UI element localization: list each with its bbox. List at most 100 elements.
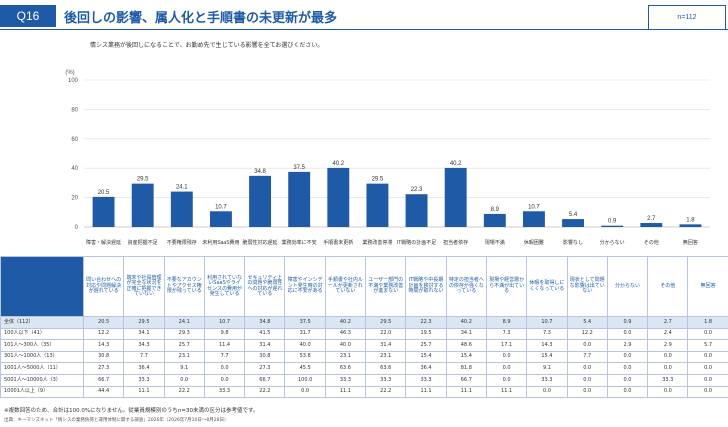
- question-badge: Q16: [0, 5, 56, 27]
- table-cell: 0.9: [606, 316, 649, 329]
- table-cell: 33.3: [647, 373, 689, 387]
- sample-size-box: n=112: [648, 5, 726, 30]
- table-cell: 0.0: [203, 373, 246, 387]
- category-label: 分からない: [600, 239, 625, 246]
- category-label: 手順書未更新: [323, 239, 353, 246]
- table-cell: 0.0: [566, 362, 608, 375]
- table-cell: 0.0: [526, 385, 568, 399]
- table-cell: 31.7: [284, 327, 326, 341]
- table-cell: 40.0: [284, 339, 326, 352]
- column-header: 手順書や社内ルールが更新されていない: [324, 256, 367, 317]
- table-cell: 36.4: [405, 362, 447, 375]
- table-cell: 7.3: [526, 327, 568, 341]
- bar: [327, 167, 350, 227]
- table-cell: 0.0: [647, 362, 689, 375]
- bar: [640, 223, 663, 227]
- data-label: 8.9: [491, 207, 500, 213]
- table-cell: 25.7: [163, 339, 205, 352]
- category-label: 不要権限残存: [167, 239, 197, 246]
- table-cell: 63.6: [365, 362, 407, 375]
- data-label: 40.2: [332, 161, 344, 167]
- row-label: 5001人～10000人（3）: [0, 373, 84, 387]
- table-cell: 33.3: [203, 385, 246, 399]
- data-label: 0.9: [608, 219, 617, 225]
- category-label: 業務改善停滞: [362, 239, 392, 246]
- table-cell: 11.1: [324, 385, 367, 399]
- data-label: 37.5: [293, 165, 305, 171]
- table-cell: 30.8: [244, 350, 286, 364]
- table-cell: 0.0: [606, 350, 649, 364]
- table-cell: 11.1: [123, 385, 165, 399]
- bar: [444, 167, 467, 227]
- bar: [209, 211, 232, 227]
- table-cell: 0.0: [687, 385, 728, 399]
- table-cell: 0.0: [687, 350, 728, 364]
- column-header: 端末や社員管理が完全な状況を正確に把握できていない: [123, 256, 165, 317]
- y-tick-label: 20: [71, 196, 78, 202]
- bar: [679, 224, 702, 227]
- table-cell: 2.9: [606, 339, 649, 352]
- table-cell: 12.2: [82, 327, 125, 341]
- table-cell: 30.8: [82, 350, 125, 364]
- table-cell: 0.0: [485, 362, 528, 375]
- table-header-row: 従業員規模別 問い合わせへの対応や問題解決が遅れている 端末や社員管理が完全な状況を…: [0, 256, 728, 317]
- data-label: 10.7: [528, 204, 540, 210]
- table-cell: 0.0: [606, 327, 649, 341]
- table-cell: 9.1: [526, 362, 568, 375]
- bar: [562, 219, 585, 227]
- data-label: 20.5: [98, 190, 110, 196]
- table-cell: 7.3: [485, 327, 528, 341]
- category-label: 業務効率に不安: [282, 239, 317, 246]
- table-cell: 66.7: [445, 373, 487, 387]
- question-text: 情シス業務が後回しになることで、お勤め先で生じている影響を全てお選びください。: [90, 42, 324, 49]
- table-cell: 7.7: [566, 350, 608, 364]
- data-label: 5.4: [569, 212, 578, 218]
- table-cell: 29.5: [123, 316, 165, 329]
- row-label: 全体（112）: [0, 316, 84, 329]
- table-cell: 0.0: [163, 373, 205, 387]
- table-cell: 31.4: [244, 339, 286, 352]
- table-cell: 12.2: [566, 327, 608, 341]
- table-cell: 25.7: [405, 339, 447, 352]
- table-cell: 7.7: [203, 350, 246, 364]
- column-header: 現場や経営層から不満が出ている: [485, 256, 528, 317]
- category-label: 影響なし: [563, 239, 583, 246]
- category-label: IT戦略の計画不足: [397, 239, 436, 246]
- table-cell: 0.0: [566, 339, 608, 352]
- bar: [131, 183, 154, 227]
- table-cell: 31.4: [365, 339, 407, 352]
- table-cell: 0.0: [647, 350, 689, 364]
- table-cell: 7.7: [123, 350, 165, 364]
- table-cell: 0.0: [687, 362, 728, 375]
- category-label: 障害・解決遅延: [86, 239, 121, 246]
- category-label: 資産把握不足: [128, 239, 158, 246]
- table-cell: 36.4: [123, 362, 165, 375]
- table-cell: 15.4: [405, 350, 447, 364]
- table-row: 5001人～10000人（3） 66.7 33.3 0.0 0.0 66.7 100.0 33…: [0, 373, 728, 387]
- table-row: 全体（112） 20.5 29.5 24.1 10.7 34.8 37.5 40.2 29.5 2…: [0, 316, 728, 329]
- category-label: 担当者依存: [443, 239, 468, 246]
- column-header: 休暇を取得しにくくなっている: [526, 256, 568, 317]
- table-cell: 1.8: [687, 316, 728, 329]
- table-cell: 0.0: [687, 373, 728, 387]
- data-label: 29.5: [372, 177, 384, 183]
- row-label: 10001人以上（9）: [0, 385, 84, 399]
- column-header: 現状として問題な影響は出ていない: [566, 256, 608, 317]
- y-tick-label: 0: [75, 225, 79, 231]
- column-header: ユーザー部門の不満や業務改善が進まない: [365, 256, 407, 317]
- table-cell: 10.7: [526, 316, 568, 329]
- table-cell: 33.3: [365, 373, 407, 387]
- table-cell: 34.3: [123, 339, 165, 352]
- category-label: 現場不満: [485, 239, 505, 246]
- table-row: 10001人以上（9） 44.4 11.1 22.2 33.3 22.2 0.0 11.1 22…: [0, 385, 728, 399]
- table-cell: 24.1: [163, 316, 205, 329]
- table-cell: 40.0: [324, 339, 367, 352]
- table-row: 301人～1000人（13） 30.8 7.7 23.1 7.7 30.8 53.8 23.1…: [0, 350, 728, 364]
- table-cell: 29.5: [365, 316, 407, 329]
- page-title: 後回しの影響、属人化と手順書の未更新が最多: [64, 11, 338, 26]
- table-cell: 5.4: [566, 316, 608, 329]
- table-cell: 81.8: [445, 362, 487, 375]
- table-cell: 33.3: [324, 373, 367, 387]
- table-cell: 15.4: [526, 350, 568, 364]
- table-cell: 17.1: [485, 339, 528, 352]
